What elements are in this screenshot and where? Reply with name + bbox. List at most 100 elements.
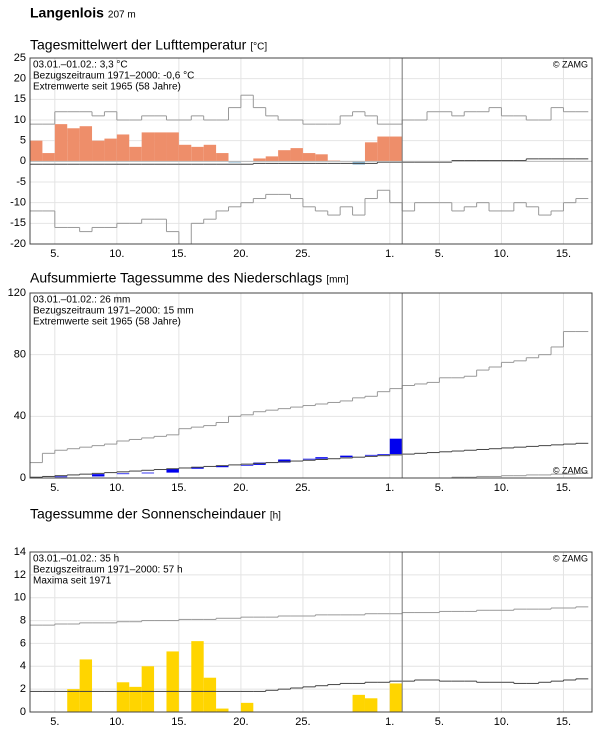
x-tick-label: 10. — [109, 248, 124, 260]
y-tick-label: 0 — [20, 472, 26, 484]
station-elevation: 207 m — [108, 10, 136, 21]
bar — [315, 457, 328, 459]
bar — [79, 659, 93, 712]
x-tick-label: 15. — [556, 482, 571, 494]
y-tick-label: 40 — [14, 410, 26, 422]
y-tick-label: 10 — [14, 592, 26, 604]
credit: © ZAMG — [553, 553, 588, 563]
y-tick-label: 10 — [14, 114, 26, 126]
bar — [191, 467, 204, 469]
y-tick-label: -20 — [10, 238, 26, 250]
x-tick-label: 1. — [385, 248, 394, 260]
bar — [141, 472, 155, 474]
bar — [166, 468, 179, 473]
bar — [315, 154, 328, 162]
x-tick-label: 15. — [556, 716, 571, 728]
x-tick-label: 1. — [385, 716, 394, 728]
bar — [352, 694, 365, 712]
bar — [67, 128, 80, 162]
y-tick-label: -5 — [16, 176, 26, 188]
bar — [79, 126, 93, 162]
y-tick-label: -15 — [10, 217, 26, 229]
x-tick-label: 20. — [233, 716, 248, 728]
bar — [216, 153, 229, 162]
plot-frame — [29, 551, 593, 713]
y-tick-label: 25 — [14, 52, 26, 64]
bar — [302, 458, 316, 460]
bar — [30, 140, 43, 162]
bar — [116, 473, 130, 475]
bar — [377, 136, 390, 162]
bar — [278, 150, 291, 162]
chart-title: Aufsummierte Tagessumme des Niederschlag… — [30, 270, 322, 286]
bar — [364, 698, 378, 712]
bar — [92, 474, 105, 477]
bar — [54, 124, 68, 162]
bar — [54, 476, 68, 478]
bar — [104, 138, 117, 162]
bar — [154, 132, 167, 162]
chart-unit: [°C] — [250, 42, 267, 53]
annotation: Maxima seit 1971 — [33, 576, 112, 587]
bar — [302, 153, 316, 162]
bar — [191, 146, 204, 162]
bar — [389, 438, 403, 455]
bar — [141, 132, 155, 162]
bar — [240, 464, 254, 466]
x-tick-label: 5. — [50, 716, 59, 728]
y-tick-label: 120 — [8, 287, 26, 299]
chart-unit: [h] — [270, 511, 281, 522]
x-tick-label: 5. — [50, 248, 59, 260]
x-tick-label: 5. — [50, 482, 59, 494]
x-tick-label: 15. — [171, 716, 186, 728]
y-tick-label: 6 — [20, 637, 26, 649]
x-tick-label: 10. — [494, 716, 509, 728]
annotation: Bezugszeitraum 1971–2000: -0,6 °C — [33, 71, 194, 82]
x-tick-label: 10. — [494, 248, 509, 260]
bar — [178, 144, 192, 162]
chart-title: Tagesmittelwert der Lufttemperatur — [30, 37, 247, 53]
annotation: Extremwerte seit 1965 (58 Jahre) — [33, 317, 181, 328]
x-tick-label: 20. — [233, 248, 248, 260]
y-tick-label: 8 — [20, 614, 26, 626]
credit: © ZAMG — [553, 465, 588, 475]
bar — [129, 686, 142, 712]
bar — [228, 161, 241, 163]
bar — [290, 148, 303, 162]
x-tick-label: 15. — [171, 482, 186, 494]
x-tick-label: 10. — [494, 482, 509, 494]
y-tick-label: 0 — [20, 155, 26, 167]
bar — [340, 455, 353, 458]
bar — [216, 708, 229, 712]
bar — [240, 702, 254, 712]
bar — [389, 136, 403, 162]
y-tick-label: 20 — [14, 73, 26, 85]
bar — [67, 689, 80, 712]
x-tick-label: 5. — [435, 248, 444, 260]
annotation: 03.01.–01.02.: 35 h — [33, 554, 119, 565]
bar — [203, 144, 217, 162]
bar — [116, 134, 130, 162]
x-tick-label: 1. — [385, 482, 394, 494]
plot-frame — [29, 292, 593, 479]
bar — [191, 641, 204, 712]
bar — [265, 156, 279, 162]
bar — [377, 454, 390, 455]
x-tick-label: 5. — [435, 716, 444, 728]
chart-title: Tagessumme der Sonnenscheindauer — [30, 506, 266, 522]
y-tick-label: 0 — [20, 706, 26, 718]
y-tick-label: 2 — [20, 683, 26, 695]
bar — [141, 666, 155, 712]
credit: © ZAMG — [553, 59, 588, 69]
x-tick-label: 20. — [233, 482, 248, 494]
bar — [253, 158, 266, 162]
y-tick-label: -10 — [10, 197, 26, 209]
x-tick-label: 15. — [171, 248, 186, 260]
plot-frame — [29, 57, 593, 245]
bar — [129, 146, 142, 162]
x-tick-label: 15. — [556, 248, 571, 260]
bar — [389, 683, 403, 712]
station-name: Langenlois — [30, 5, 104, 21]
bar — [203, 677, 217, 712]
